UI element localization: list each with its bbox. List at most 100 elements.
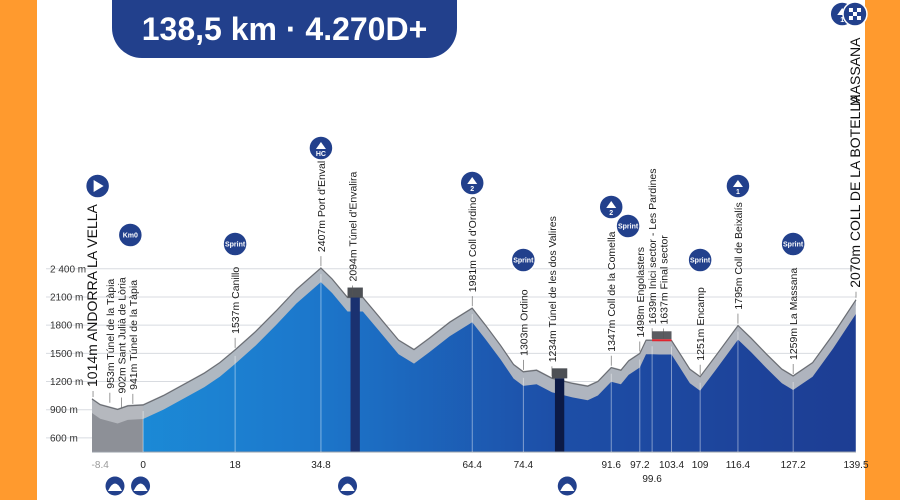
marker-lines <box>142 274 857 452</box>
badge-label: Sprint <box>690 258 711 265</box>
badge-circle <box>222 231 248 257</box>
point-label: 1639m Inici sector - Les Pardines <box>647 168 659 324</box>
sprint-badge: Sprint <box>510 247 537 273</box>
point-label: 1251m Encamp <box>695 287 707 361</box>
y-axis-labels: 600 m 900 m 1200 m 1500 m 1800 m 2100 m 2 400 … <box>50 264 86 444</box>
x-tick-label: -8.4 <box>92 460 110 471</box>
start-icon <box>84 173 111 199</box>
y-tick-label: 1500 m <box>50 349 83 360</box>
flag-cell <box>848 8 853 12</box>
flag-cell <box>848 16 853 20</box>
climb-cat2-badge: 2 <box>459 170 485 196</box>
sprint-badge: Sprint <box>615 213 641 239</box>
point-label: 1498m Engolasters <box>635 247 647 337</box>
point-label: 1795m Coll de Beixalís <box>733 202 745 309</box>
mountain-icon <box>606 201 617 208</box>
climb-cat2-badge: 2 <box>598 194 624 220</box>
badge-label: Sprint <box>225 242 246 249</box>
sprint-badge: Sprint <box>780 231 806 257</box>
bottom-mountain-icon <box>105 476 125 496</box>
mountain-icon <box>467 177 478 184</box>
flag-cell <box>856 8 861 12</box>
flag-cell <box>852 8 857 12</box>
badge-label: 2 <box>609 210 613 217</box>
x-tick-label: 139.5 <box>843 460 868 471</box>
bottom-mountain-icon <box>131 476 151 496</box>
mountain-icon <box>732 180 743 187</box>
play-icon <box>93 180 104 192</box>
badge-circle <box>117 222 144 248</box>
x-tick-label: 91.6 <box>601 460 621 471</box>
icon-shape <box>107 483 122 491</box>
badge-label: Sprint <box>618 224 639 231</box>
climb-hc-badge: HC <box>308 135 334 161</box>
tunnel-cap <box>347 287 363 298</box>
x-axis-labels: -8.4 0 18 34.8 64.4 74.4 91.6 97.2 99.6 103.4 109 1… <box>92 460 869 485</box>
badge-circle <box>615 213 641 239</box>
bottom-mountain-icon <box>557 476 577 496</box>
point-label: 1303m Ordino <box>518 289 530 356</box>
point-labels: 1014m ANDORRA LA VELLA 953m Túnel de la T… <box>84 37 863 408</box>
badge-label: HC <box>316 151 326 158</box>
tunnel-band <box>350 297 360 452</box>
badge-label: 1 <box>840 17 844 24</box>
x-tick-label: 103.4 <box>659 460 684 471</box>
sprint-badge: Sprint <box>687 247 713 273</box>
x-tick-label: 109 <box>692 460 709 471</box>
point-label: 1234m Túnel de les dos Valires <box>547 216 559 362</box>
point-label: 902m Sant Julià de Lòria <box>117 277 129 393</box>
badge-label: Km0 <box>123 233 138 240</box>
icon-shape <box>133 483 148 491</box>
point-label: 1014m ANDORRA LA VELLA <box>84 203 100 387</box>
km0-badge: Km0 <box>117 222 144 248</box>
flag-cell <box>856 12 861 16</box>
flag-cell <box>852 16 857 20</box>
icon-shape <box>560 483 575 491</box>
badge-label: 2 <box>470 186 474 193</box>
badge-label: Sprint <box>783 242 804 249</box>
badge-circle <box>510 247 537 273</box>
x-tick-label: 99.6 <box>642 474 662 485</box>
point-label: 1637m Final sector <box>658 235 670 325</box>
mountain-icon <box>315 142 326 149</box>
point-label: 2070m COLL DE LA BOTELLA <box>847 94 863 288</box>
point-label: 2094m Túnel d'Envalira <box>348 172 360 282</box>
profile-area <box>91 267 857 453</box>
y-tick-label: 2100 m <box>50 292 83 303</box>
x-tick-label: 0 <box>140 460 146 471</box>
point-label: 1347m Coll de la Comella <box>606 231 618 351</box>
x-tick-label: 127.2 <box>781 460 806 471</box>
profile-outline <box>91 267 857 411</box>
x-tick-label: 116.4 <box>726 460 751 471</box>
point-label: 1259m La Massana <box>788 268 800 360</box>
bottom-icons <box>105 476 577 496</box>
point-label: 953m Túnel de la Tàpia <box>105 279 117 389</box>
y-tick-label: 1800 m <box>50 321 83 332</box>
gravel-sector <box>652 331 672 340</box>
point-label: 941m Túnel de la Tàpia <box>128 280 140 390</box>
x-tick-label: 74.4 <box>514 460 534 471</box>
point-label: 1537m Canillo <box>230 267 242 334</box>
tunnel-band <box>554 378 565 452</box>
point-label: 1981m Coll d'Ordino <box>467 197 479 293</box>
x-tick-label: 18 <box>230 460 242 471</box>
stage-summary-pill: 138,5 km · 4.270D+ <box>112 0 457 58</box>
category-badges: Km0 Sprint HC 2 Sprint 2 Sprint Sprint 1 Sprint 1 <box>84 1 868 273</box>
y-tick-label: 600 m <box>50 433 78 444</box>
flag-cell <box>848 12 853 16</box>
sprint-badge: Sprint <box>222 231 248 257</box>
badge-label: Sprint <box>513 258 534 265</box>
point-label: 2407m Port d'Envalira <box>316 149 328 252</box>
badge-circle <box>687 247 713 273</box>
flag-cell <box>852 12 857 16</box>
y-tick-label: 1200 m <box>50 377 83 388</box>
flag-cell <box>856 16 861 20</box>
x-tick-label: 34.8 <box>311 460 331 471</box>
badge-label: 1 <box>736 189 740 196</box>
tunnel-cap <box>551 368 568 379</box>
badge-circle <box>780 231 806 257</box>
y-tick-label: 2 400 m <box>50 264 86 275</box>
bottom-mountain-icon <box>338 476 358 496</box>
y-tick-label: 900 m <box>50 405 78 416</box>
